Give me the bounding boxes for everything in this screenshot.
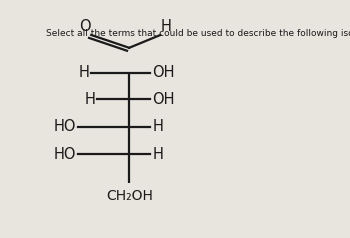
Text: O: O (79, 19, 91, 34)
Text: Select all the terms that could be used to describe the following isomer of Mann: Select all the terms that could be used … (47, 30, 350, 39)
Text: HO: HO (54, 119, 76, 134)
Text: HO: HO (54, 147, 76, 162)
Text: H: H (152, 147, 163, 162)
Text: H: H (84, 92, 95, 107)
Text: H: H (161, 19, 172, 34)
Text: H: H (152, 119, 163, 134)
Text: OH: OH (152, 65, 175, 80)
Text: CH₂OH: CH₂OH (106, 189, 153, 203)
Text: OH: OH (152, 92, 175, 107)
Text: H: H (79, 65, 90, 80)
